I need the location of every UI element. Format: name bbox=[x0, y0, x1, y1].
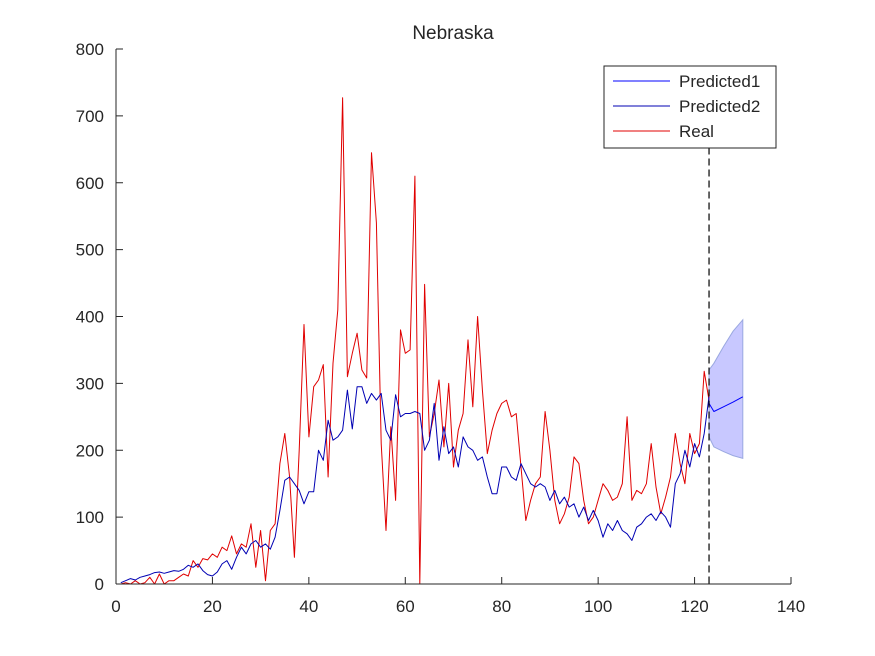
series-line-real bbox=[120, 97, 710, 585]
plot-area bbox=[120, 92, 744, 585]
x-tick-label: 100 bbox=[584, 597, 612, 616]
legend-box bbox=[603, 65, 777, 149]
legend-label-real: Real bbox=[679, 122, 714, 141]
series-line-predicted1 bbox=[708, 396, 744, 412]
y-tick-label: 600 bbox=[76, 174, 104, 193]
x-tick-label: 60 bbox=[396, 597, 415, 616]
y-tick-label: 400 bbox=[76, 308, 104, 327]
x-tick-label: 0 bbox=[111, 597, 120, 616]
x-tick-label: 120 bbox=[680, 597, 708, 616]
x-axis: 0 20 40 60 80 100 120 140 bbox=[111, 577, 805, 616]
legend-label-predicted2: Predicted2 bbox=[679, 97, 760, 116]
y-tick-label: 0 bbox=[95, 575, 104, 594]
y-tick-label: 200 bbox=[76, 441, 104, 460]
y-tick-label: 100 bbox=[76, 508, 104, 527]
x-tick-label: 20 bbox=[203, 597, 222, 616]
x-tick-label: 140 bbox=[777, 597, 805, 616]
legend: Predicted1 Predicted2 Real bbox=[603, 65, 777, 149]
y-axis: 0 100 200 300 400 500 600 700 800 bbox=[76, 40, 123, 594]
legend-label-predicted1: Predicted1 bbox=[679, 72, 760, 91]
confidence-band bbox=[708, 318, 744, 459]
y-tick-label: 800 bbox=[76, 40, 104, 59]
x-tick-label: 80 bbox=[492, 597, 511, 616]
y-tick-label: 500 bbox=[76, 241, 104, 260]
y-tick-label: 700 bbox=[76, 107, 104, 126]
x-tick-label: 40 bbox=[299, 597, 318, 616]
chart-title: Nebraska bbox=[412, 23, 494, 44]
y-tick-label: 300 bbox=[76, 374, 104, 393]
series-line-predicted2 bbox=[120, 386, 710, 584]
